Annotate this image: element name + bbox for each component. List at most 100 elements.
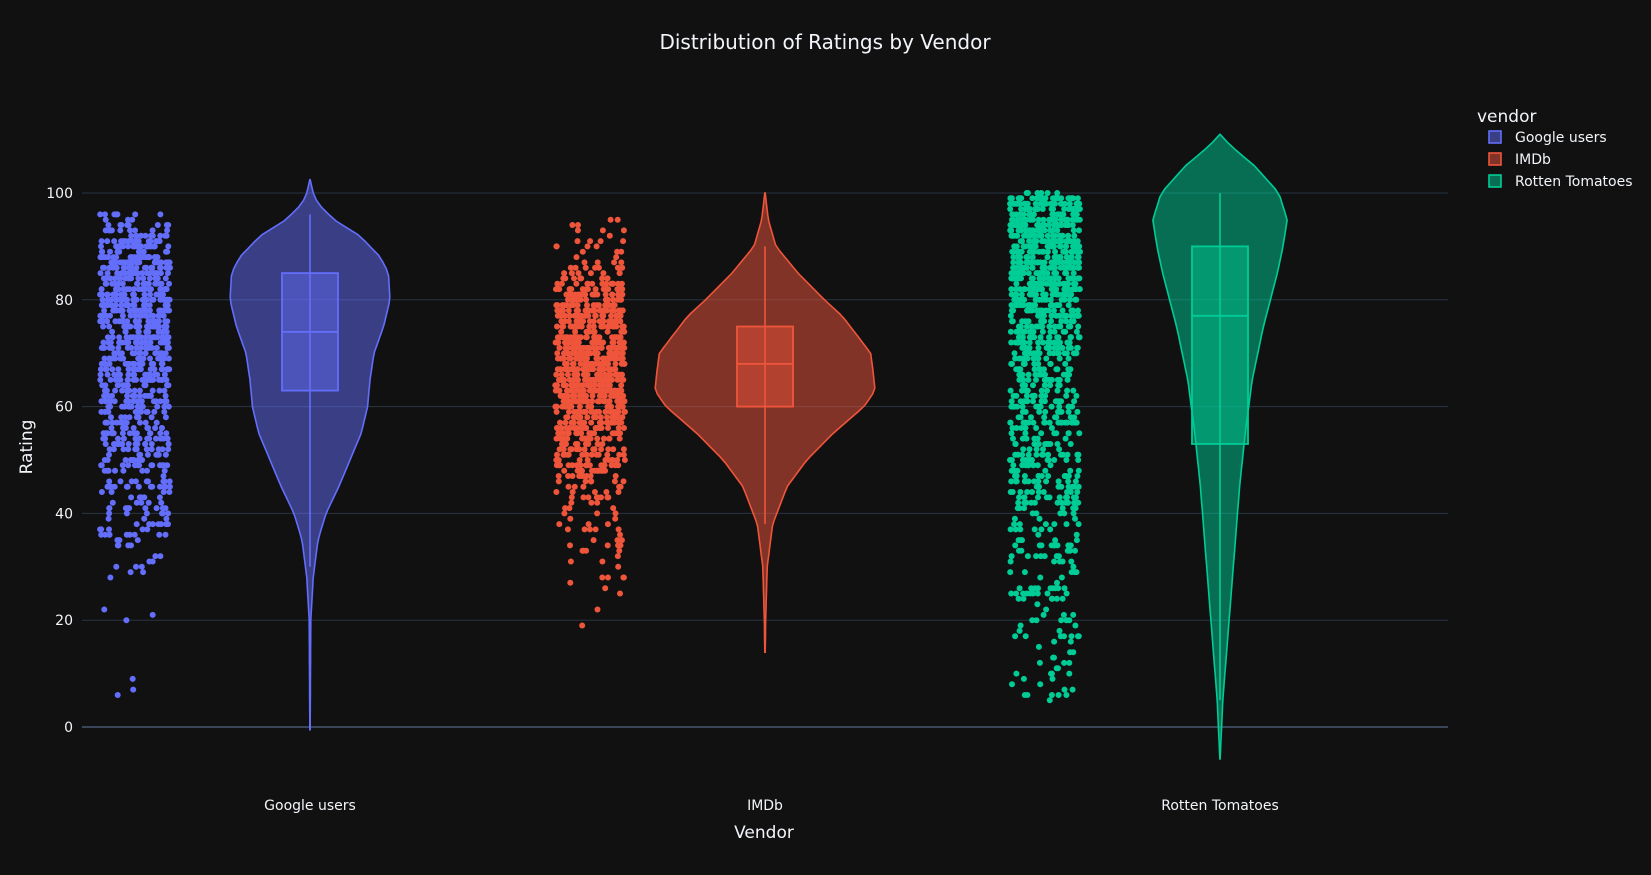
- data-point: [616, 483, 623, 490]
- data-point: [1009, 211, 1016, 218]
- data-point: [586, 344, 593, 351]
- legend-item[interactable]: IMDb: [1488, 152, 1551, 168]
- data-point: [157, 307, 164, 314]
- data-point: [159, 510, 165, 517]
- data-point: [143, 307, 150, 314]
- data-point: [141, 515, 148, 522]
- data-point: [1045, 339, 1051, 346]
- data-point: [1074, 489, 1081, 495]
- data-point: [1026, 238, 1033, 245]
- data-point: [1049, 595, 1056, 602]
- data-point: [1036, 659, 1043, 666]
- data-point: [600, 270, 607, 277]
- data-point: [126, 414, 133, 421]
- data-point: [164, 382, 170, 389]
- data-point: [1035, 344, 1042, 351]
- data-point: [102, 531, 109, 538]
- data-point: [1026, 457, 1033, 463]
- data-point: [145, 328, 152, 335]
- data-point: [562, 505, 569, 512]
- data-point: [608, 387, 614, 394]
- data-point: [119, 387, 126, 394]
- data-point: [573, 344, 580, 351]
- data-point: [1013, 670, 1020, 677]
- data-point: [128, 494, 135, 501]
- data-point: [1019, 403, 1026, 410]
- data-point: [1029, 254, 1036, 261]
- data-point: [602, 408, 609, 415]
- legend-item[interactable]: Google users: [1488, 130, 1607, 146]
- data-point: [585, 312, 592, 319]
- data-point: [1007, 195, 1014, 202]
- data-point: [163, 248, 169, 255]
- data-point: [1054, 334, 1061, 341]
- data-point: [592, 526, 599, 533]
- legend-item[interactable]: Rotten Tomatoes: [1488, 174, 1633, 190]
- data-point: [1035, 531, 1042, 538]
- data-point: [136, 387, 143, 394]
- data-point: [1025, 451, 1032, 458]
- data-point: [1036, 408, 1043, 415]
- data-point: [584, 355, 590, 362]
- data-point: [558, 280, 565, 287]
- data-point: [147, 483, 154, 490]
- data-point: [620, 323, 627, 330]
- data-point: [1026, 339, 1033, 346]
- data-point: [562, 360, 568, 367]
- data-point: [619, 371, 625, 378]
- data-point: [166, 489, 173, 495]
- data-point: [560, 376, 567, 383]
- data-point: [159, 446, 166, 453]
- data-point: [125, 462, 132, 469]
- data-point: [590, 537, 597, 544]
- data-point: [106, 526, 112, 533]
- chart-title: Distribution of Ratings by Vendor: [659, 30, 991, 54]
- data-point: [571, 275, 577, 282]
- data-point: [599, 366, 605, 373]
- data-point: [1059, 595, 1066, 602]
- data-point: [141, 382, 148, 389]
- data-point: [1020, 595, 1027, 602]
- data-point: [127, 457, 134, 463]
- data-point: [115, 542, 122, 549]
- data-point: [594, 494, 601, 501]
- data-point: [1019, 238, 1025, 245]
- data-point: [124, 344, 131, 351]
- data-point: [572, 350, 579, 357]
- data-point: [1021, 339, 1028, 346]
- data-point: [1072, 515, 1078, 522]
- data-point: [101, 408, 108, 415]
- data-point: [147, 291, 153, 298]
- data-point: [135, 328, 142, 335]
- data-point: [588, 499, 595, 506]
- data-point: [114, 296, 121, 303]
- data-point: [583, 366, 590, 373]
- data-point: [1013, 296, 1020, 303]
- data-point: [1022, 430, 1029, 437]
- data-point: [567, 542, 573, 549]
- data-point: [1029, 195, 1036, 202]
- data-point: [110, 430, 117, 437]
- data-point: [1066, 371, 1073, 378]
- outlier-point: [602, 585, 609, 592]
- data-point: [611, 318, 618, 325]
- data-point: [107, 248, 113, 255]
- y-axis-title: Rating: [17, 420, 37, 475]
- data-point: [564, 392, 571, 399]
- data-point: [1043, 441, 1050, 447]
- data-point: [132, 227, 138, 234]
- data-point: [1053, 595, 1060, 602]
- data-point: [1023, 264, 1030, 271]
- data-point: [97, 254, 104, 261]
- data-point: [133, 441, 139, 447]
- data-point: [149, 387, 156, 394]
- data-point: [123, 483, 130, 490]
- data-point: [609, 457, 616, 463]
- data-point: [1031, 478, 1038, 485]
- data-point: [602, 457, 609, 463]
- data-point: [583, 425, 590, 431]
- data-point: [1048, 259, 1055, 266]
- data-point: [620, 451, 627, 458]
- data-point: [1033, 510, 1040, 517]
- data-point: [1013, 211, 1020, 218]
